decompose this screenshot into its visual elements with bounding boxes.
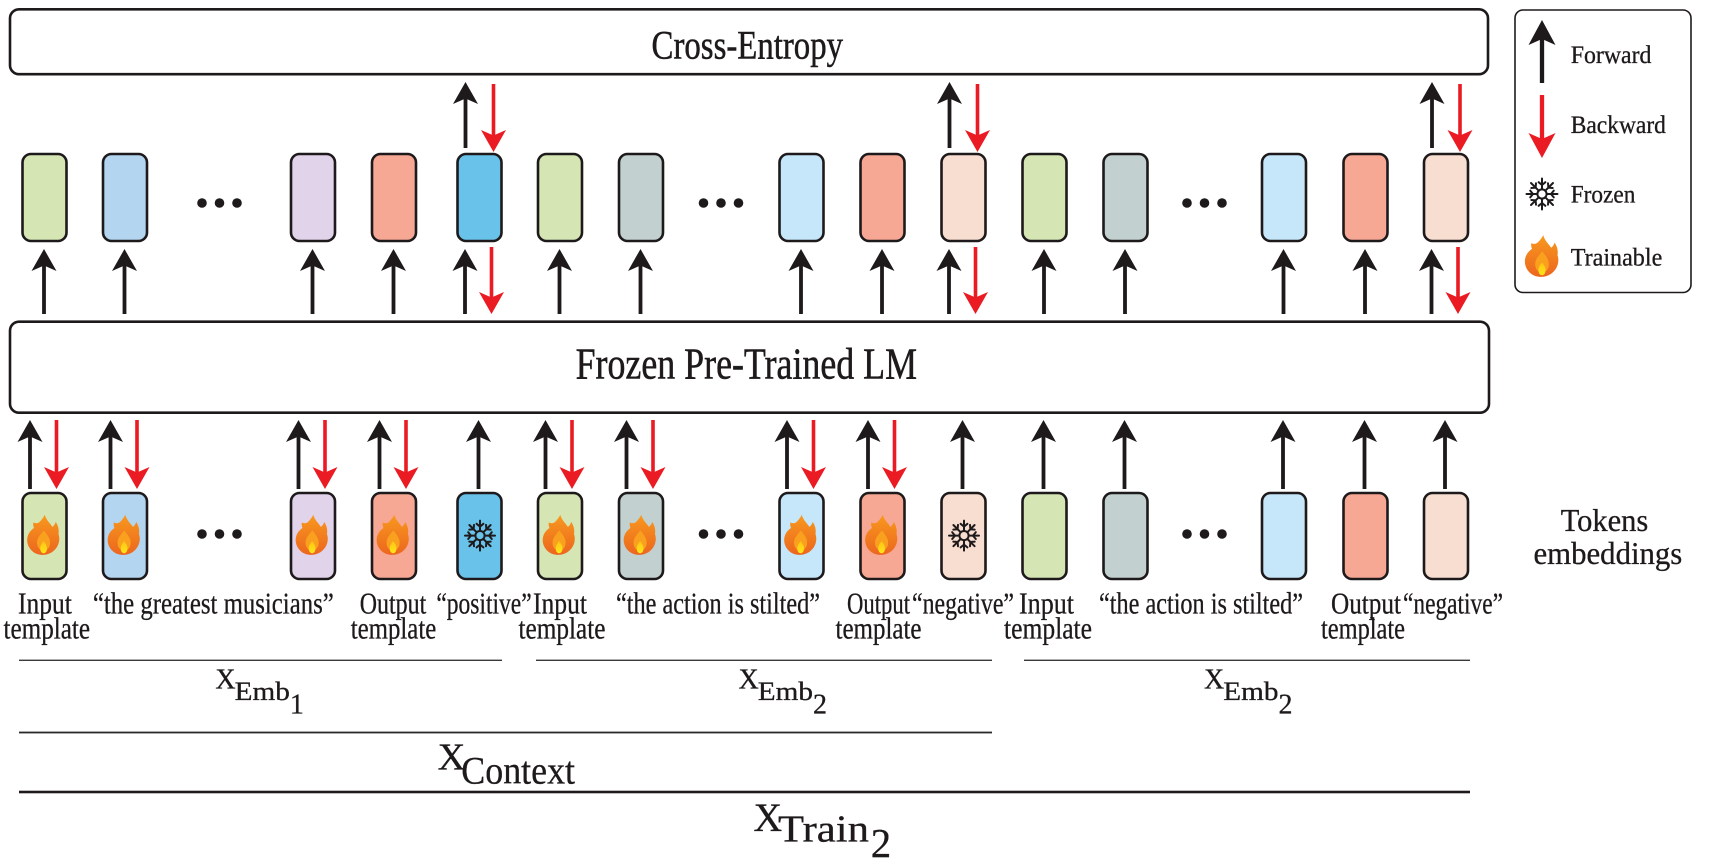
svg-text:Output: Output (360, 586, 427, 621)
svg-text:Train: Train (778, 808, 869, 850)
svg-text:X: X (1204, 665, 1224, 696)
svg-text:template: template (4, 611, 91, 646)
svg-text:2: 2 (813, 690, 827, 721)
svg-text:template: template (351, 611, 437, 646)
svg-text:“the action is stilted”: “the action is stilted” (616, 586, 820, 621)
svg-text:“the action is stilted”: “the action is stilted” (1099, 586, 1303, 621)
svg-text:Context: Context (461, 748, 575, 792)
svg-text:Backward: Backward (1571, 110, 1666, 139)
svg-text:Frozen: Frozen (1571, 180, 1636, 209)
svg-text:Frozen Pre-Trained LM: Frozen Pre-Trained LM (576, 339, 917, 389)
svg-text:Forward: Forward (1571, 40, 1652, 69)
svg-text:template: template (836, 611, 922, 646)
svg-text:Trainable: Trainable (1571, 243, 1663, 272)
svg-text:Input: Input (533, 586, 587, 621)
svg-text:2: 2 (1279, 690, 1293, 721)
svg-text:Output: Output (1331, 586, 1401, 621)
svg-text:2: 2 (871, 821, 891, 863)
svg-text:embeddings: embeddings (1534, 536, 1683, 571)
svg-text:Input: Input (1019, 586, 1074, 621)
svg-text:Output: Output (847, 586, 910, 621)
svg-text:Emb: Emb (758, 676, 813, 706)
svg-text:Input: Input (18, 586, 72, 621)
svg-text:“the greatest musicians”: “the greatest musicians” (93, 586, 334, 621)
svg-text:template: template (1321, 611, 1405, 646)
svg-text:Tokens: Tokens (1561, 503, 1649, 538)
svg-text:X: X (754, 796, 783, 840)
svg-text:“positive”: “positive” (436, 586, 531, 621)
svg-text:1: 1 (290, 690, 304, 721)
svg-text:“negative”: “negative” (1403, 586, 1503, 621)
svg-text:X: X (739, 665, 759, 696)
svg-text:template: template (1004, 611, 1092, 646)
svg-text:Emb: Emb (1223, 676, 1278, 706)
svg-text:Emb: Emb (235, 676, 290, 706)
svg-text:X: X (438, 736, 466, 778)
svg-text:Cross-Entropy: Cross-Entropy (652, 22, 844, 67)
svg-text:“negative”: “negative” (912, 586, 1014, 621)
svg-text:X: X (215, 665, 235, 696)
svg-text:template: template (519, 611, 606, 646)
